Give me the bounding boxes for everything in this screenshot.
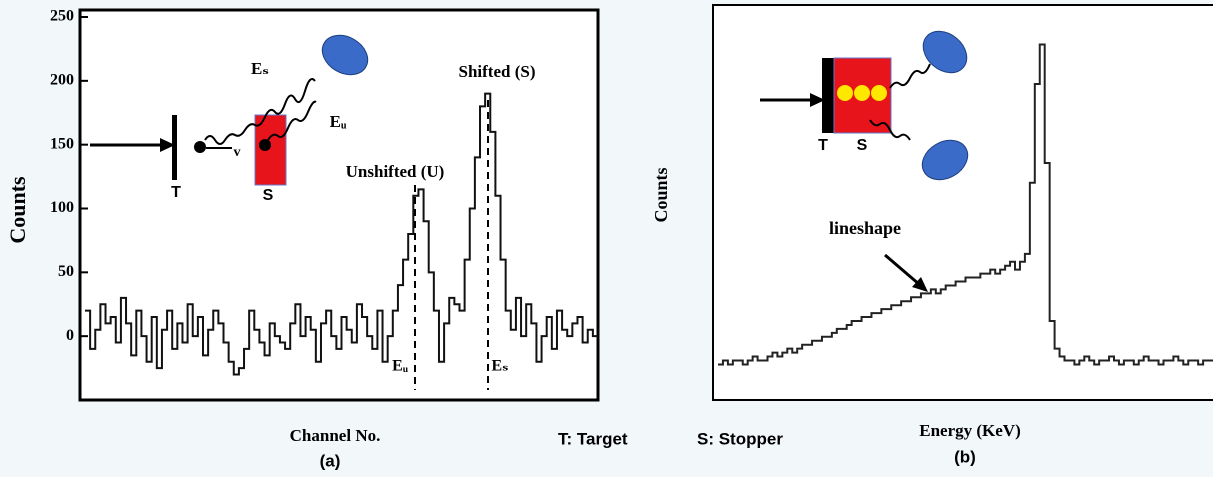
y-label: Counts xyxy=(5,176,30,244)
annotation: T xyxy=(171,184,181,201)
annotation: Eᵤ xyxy=(392,358,409,375)
x-label: Energy (KeV) xyxy=(919,421,1021,440)
annotation: v xyxy=(234,145,241,160)
annotation: S xyxy=(263,187,274,204)
annotation: Shifted (S) xyxy=(459,62,536,81)
y-tick-label: 100 xyxy=(50,199,74,216)
annotation: lineshape xyxy=(829,218,901,238)
y-tick-label: 150 xyxy=(50,135,74,152)
page: {"chart_data":[ {"type":"line","y_label"… xyxy=(0,0,1213,477)
y-label: Counts xyxy=(651,167,671,222)
y-tick-label: 250 xyxy=(50,8,74,25)
annotation: S xyxy=(857,137,868,154)
figure: Counts Counts Channel No. (a) Energy (Ke… xyxy=(0,0,1213,477)
annotation: T xyxy=(818,137,828,154)
annotation: Eₛ xyxy=(492,358,509,375)
annotation: Eᵤ xyxy=(330,112,347,131)
panel-label: (a) xyxy=(320,451,341,470)
panel-label: (b) xyxy=(954,447,976,466)
y-tick-label: 50 xyxy=(58,263,74,280)
annotation: Eₛ xyxy=(251,59,269,78)
x-label: Channel No. xyxy=(290,426,381,445)
y-tick-label: 0 xyxy=(66,327,74,344)
legend-item: S: Stopper xyxy=(697,429,783,448)
annotation: Unshifted (U) xyxy=(346,162,445,181)
legend-item: T: Target xyxy=(558,429,628,448)
y-tick-label: 200 xyxy=(50,72,74,89)
